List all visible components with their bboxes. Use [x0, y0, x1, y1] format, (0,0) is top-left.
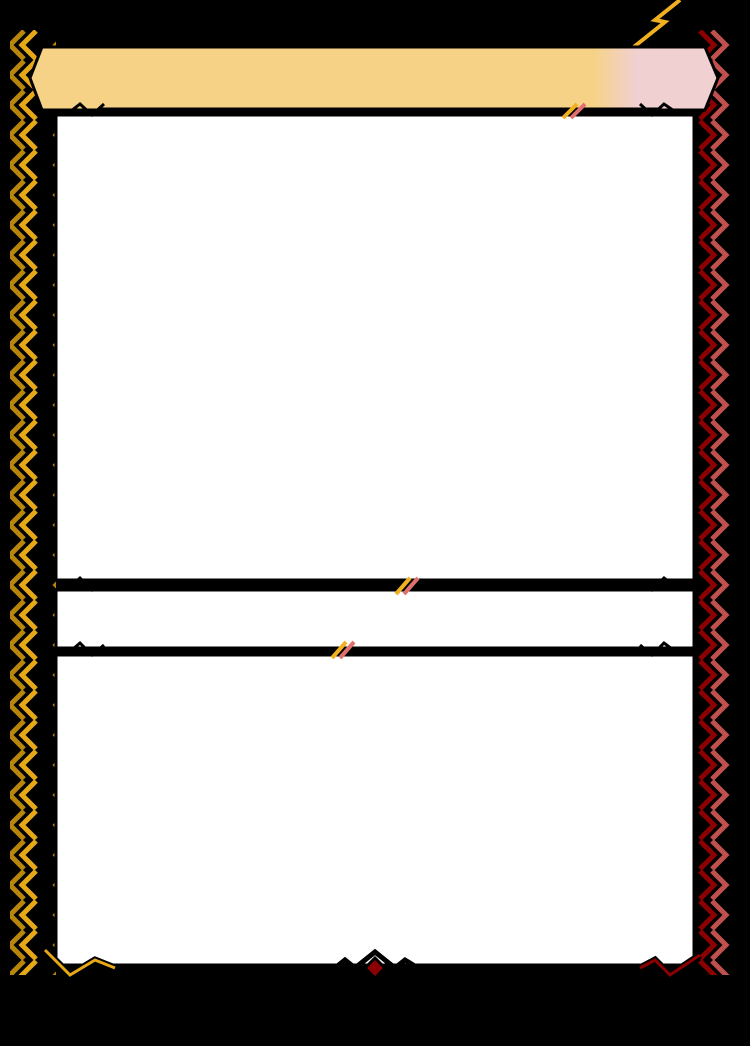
text-panel [54, 653, 696, 967]
slash-mark [338, 640, 356, 660]
slash-mark [569, 102, 587, 120]
corner [43, 948, 116, 977]
art-panel [54, 113, 696, 582]
bottom-gem [362, 955, 388, 981]
right-border [694, 30, 740, 975]
zig-accent [639, 576, 681, 593]
zig-accent [65, 640, 105, 658]
type-strip [54, 588, 696, 650]
left-border [10, 30, 56, 975]
bolt [628, 0, 682, 52]
slash-mark [394, 576, 412, 596]
zig-accent [65, 575, 105, 593]
corner [639, 953, 701, 977]
zig-accent [638, 102, 681, 118]
zig-accent [639, 641, 681, 658]
zig-accent [65, 102, 106, 118]
bottom-zig [333, 948, 420, 972]
slash-mark [402, 576, 420, 596]
header-bar [28, 45, 720, 112]
slash-mark [330, 640, 348, 660]
slash-mark [561, 102, 579, 120]
